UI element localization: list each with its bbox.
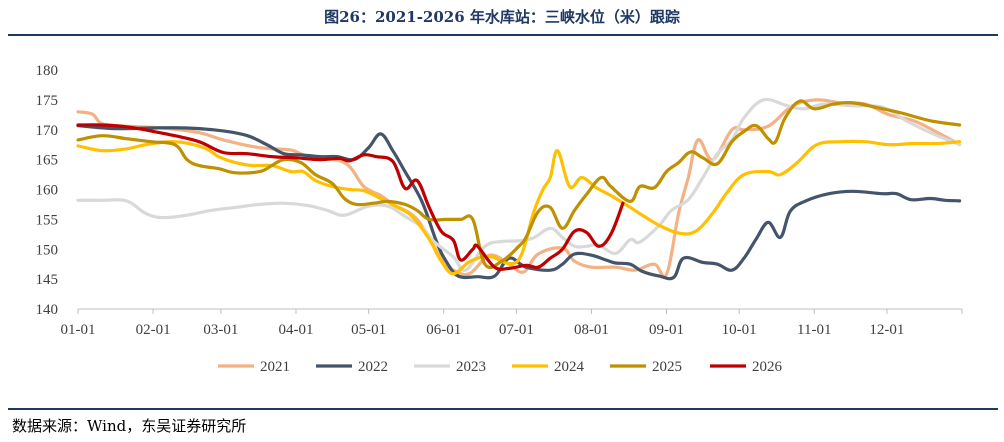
y-tick-label: 140: [36, 302, 59, 318]
series-line-2022: [76, 124, 962, 281]
y-axis: 140 145 150 155 160 165 170 175 180: [36, 63, 59, 318]
x-tick-label: 02-01: [136, 322, 171, 338]
legend-label-2022: 2022: [358, 359, 388, 375]
x-tick-label: 01-01: [61, 322, 96, 338]
y-tick-label: 180: [36, 63, 59, 79]
x-tick-label: 12-01: [869, 322, 904, 338]
y-tick-label: 145: [36, 272, 59, 288]
x-tick-label: 05-01: [351, 322, 386, 338]
legend-label-2024: 2024: [554, 359, 585, 375]
x-tick-label: 04-01: [278, 322, 313, 338]
y-tick-label: 175: [36, 93, 59, 109]
series-line-2021: [76, 98, 962, 279]
legend: 2021 2022 2023 2024 2025 2026: [218, 359, 783, 375]
x-tick-label: 06-01: [426, 322, 461, 338]
figure-title: 图26：2021-2026 年水库站：三峡水位（米）跟踪: [324, 8, 680, 26]
y-tick-label: 155: [36, 212, 59, 228]
legend-label-2025: 2025: [652, 359, 682, 375]
series-line-2024: [76, 139, 962, 276]
series-line-2023: [76, 97, 962, 272]
x-tick-label: 03-01: [203, 322, 238, 338]
legend-label-2021: 2021: [260, 359, 290, 375]
y-tick-label: 165: [36, 153, 59, 169]
legend-label-2026: 2026: [752, 359, 783, 375]
x-tick-label: 09-01: [649, 322, 684, 338]
x-axis: 01-01 02-01 03-01 04-01 05-01 06-01 07-01 08-01…: [61, 308, 963, 338]
x-tick-label: 08-01: [574, 322, 609, 338]
line-chart: 140 145 150 155 160 165 170 175 180 01-01 02-01 03…: [36, 63, 963, 375]
source-rule: [8, 408, 998, 410]
y-tick-label: 160: [36, 183, 59, 199]
y-tick-label: 150: [36, 242, 59, 258]
series-line-2025: [76, 99, 962, 269]
x-tick-label: 11-01: [797, 322, 831, 338]
title-rule: [8, 34, 998, 36]
x-tick-label: 10-01: [722, 322, 757, 338]
x-tick-label: 07-01: [499, 322, 534, 338]
series-line-2026: [76, 123, 625, 272]
y-tick-label: 170: [36, 123, 59, 139]
series-lines: [76, 97, 962, 281]
legend-label-2023: 2023: [456, 359, 486, 375]
source-note: 数据来源：Wind，东吴证券研究所: [12, 417, 247, 435]
